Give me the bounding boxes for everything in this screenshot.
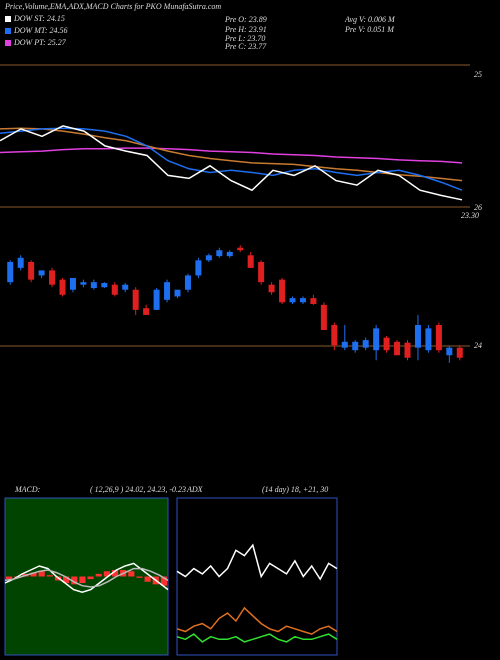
- candle-body: [205, 255, 212, 261]
- candle-body: [59, 279, 66, 295]
- panel-params: ( 12,26,9 ) 24.02, 24.23, -0.23: [90, 485, 186, 494]
- candle-body: [122, 284, 129, 290]
- candle-body: [456, 347, 463, 358]
- histogram-bar: [128, 571, 135, 577]
- candle-body: [258, 262, 265, 283]
- stat: Pre C: 23.77: [224, 42, 267, 51]
- candle-body: [153, 289, 160, 310]
- candle-body: [38, 270, 45, 276]
- candle-body: [132, 289, 139, 310]
- candle-body: [352, 341, 359, 351]
- panel-title: MACD:: [14, 485, 41, 494]
- candle-body: [394, 341, 401, 356]
- candle-body: [373, 328, 380, 351]
- candle-body: [7, 262, 14, 283]
- candle-body: [404, 342, 411, 358]
- axis-label: 26: [474, 203, 482, 212]
- stat: Pre V: 0.051 M: [344, 25, 395, 34]
- candle-body: [237, 247, 244, 251]
- candle-body: [341, 341, 348, 348]
- axis-label: 23.30: [461, 211, 479, 220]
- legend-swatch: [5, 40, 11, 46]
- histogram-bar: [46, 575, 53, 577]
- candle-body: [310, 298, 317, 304]
- stat: Avg V: 0.006 M: [344, 15, 396, 24]
- candle-body: [216, 250, 223, 257]
- candle-body: [195, 260, 202, 276]
- legend-label: DOW MT: 24.56: [13, 26, 68, 35]
- histogram-bar: [87, 576, 94, 580]
- candle-body: [111, 284, 118, 295]
- candle-body: [362, 340, 369, 348]
- candle-body: [174, 289, 181, 297]
- candle-body: [383, 337, 390, 351]
- axis-label: 25: [474, 70, 482, 79]
- panel-params: (14 day) 18, +21, 30: [262, 485, 328, 494]
- series-line: [176, 633, 338, 643]
- series-line: [0, 127, 463, 182]
- histogram-bar: [144, 576, 151, 582]
- candle-body: [184, 275, 191, 290]
- histogram-bar: [136, 576, 143, 578]
- candle-body: [320, 304, 327, 331]
- candle-body: [247, 255, 254, 268]
- histogram-bar: [63, 576, 70, 584]
- candle-body: [299, 298, 306, 303]
- stat: Pre O: 23.89: [224, 15, 267, 24]
- legend-label: DOW PT: 25.27: [13, 38, 67, 47]
- series-line: [0, 125, 463, 201]
- histogram-bar: [103, 571, 110, 577]
- histogram-bar: [111, 569, 119, 577]
- panel-title: ADX: [186, 485, 204, 494]
- candle-body: [226, 251, 233, 257]
- candle-body: [143, 308, 150, 315]
- candle-body: [49, 270, 56, 285]
- histogram-bar: [95, 573, 102, 577]
- candle-body: [101, 283, 108, 288]
- panel: [176, 497, 338, 656]
- panel: [4, 497, 169, 656]
- legend-label: DOW ST: 24.15: [13, 14, 65, 23]
- candle-body: [80, 282, 87, 285]
- candle-body: [414, 325, 421, 348]
- stat: Pre H: 23.91: [224, 25, 267, 34]
- candle-body: [28, 262, 35, 280]
- candle-body: [425, 328, 432, 351]
- histogram-bar: [38, 571, 45, 577]
- legend-swatch: [5, 16, 11, 22]
- page-title: Price,Volume,EMA,ADX,MACD Charts for PKO…: [4, 2, 221, 11]
- legend-swatch: [5, 28, 11, 34]
- histogram-bar: [160, 576, 167, 586]
- candle-body: [268, 284, 275, 293]
- candle-body: [279, 279, 286, 303]
- candle-body: [446, 347, 453, 356]
- y-tick-label: 24: [474, 341, 482, 350]
- series-line: [176, 543, 338, 581]
- candle-body: [164, 282, 171, 300]
- series-line: [176, 606, 338, 635]
- stat: Pre L: 23.70: [224, 34, 265, 43]
- candle-body: [69, 277, 76, 290]
- candle-body: [331, 325, 338, 346]
- histogram-bar: [6, 576, 13, 580]
- candle-body: [90, 282, 97, 289]
- candle-body: [17, 257, 24, 268]
- candle-body: [435, 325, 442, 351]
- histogram-bar: [30, 572, 37, 577]
- series-line: [4, 567, 169, 588]
- series-line: [0, 147, 463, 164]
- candle-body: [289, 298, 296, 303]
- histogram-bar: [71, 576, 78, 585]
- histogram-bar: [79, 576, 86, 584]
